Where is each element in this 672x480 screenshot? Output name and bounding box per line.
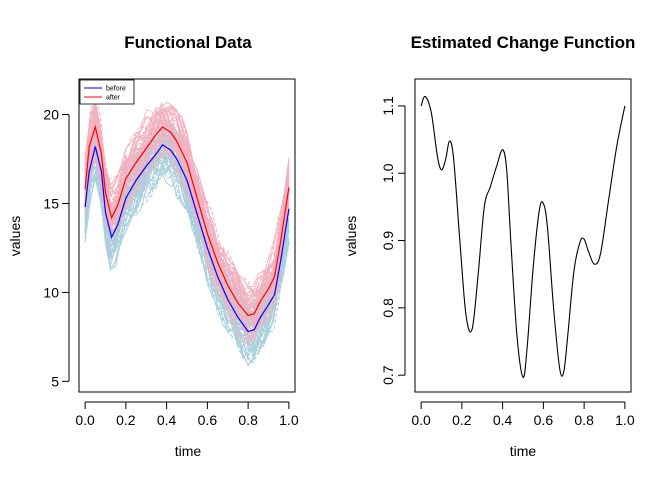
- x-axis-label: time: [510, 443, 537, 459]
- sample-curve: [84, 102, 290, 311]
- sample-curve: [84, 163, 290, 363]
- x-axis: 0.0 0.2 0.4 0.6 0.8 1.0: [75, 401, 299, 428]
- change-function-panel: Estimated Change Function 0.0 0.2 0.4 0.6 0.…: [343, 33, 635, 459]
- sample-curve: [84, 106, 290, 324]
- y-axis-label: values: [343, 216, 359, 256]
- x-axis-label: time: [175, 443, 202, 459]
- series-lines: [84, 124, 290, 333]
- chart-title: Functional Data: [124, 33, 252, 52]
- x-tick-label: 0.8: [238, 412, 258, 428]
- x-tick-label: 0.8: [574, 412, 594, 428]
- change-function-line: [420, 95, 626, 378]
- x-tick-label: 0.2: [116, 412, 136, 428]
- sample-curve: [84, 103, 290, 311]
- functional-data-panel: Functional Data 0.0 0.2 0.4 0.6 0.8 1.0 5 10 15…: [7, 33, 299, 459]
- x-tick-label: 0.4: [157, 412, 177, 428]
- x-tick-label: 0.4: [493, 412, 513, 428]
- legend-box: [79, 79, 135, 105]
- y-tick-label: 0.9: [380, 231, 396, 251]
- sample-curve: [84, 140, 290, 343]
- series-line-before: [84, 143, 290, 333]
- y-tick-label: 15: [43, 195, 59, 211]
- series-line-after: [84, 124, 290, 317]
- x-axis: 0.0 0.2 0.4 0.6 0.8 1.0: [411, 401, 635, 428]
- sample-curve: [84, 102, 290, 325]
- y-tick-label: 20: [43, 107, 59, 123]
- x-tick-label: 1.0: [615, 412, 635, 428]
- sample-curve: [84, 121, 290, 338]
- legend-label-after: after: [106, 95, 121, 102]
- x-tick-label: 0.2: [452, 412, 472, 428]
- sample-curve: [84, 151, 290, 352]
- sample-curves: [84, 92, 290, 367]
- plot-frame: [78, 78, 296, 393]
- legend-label-before: before: [106, 86, 126, 93]
- chart-title: Estimated Change Function: [411, 33, 636, 52]
- y-tick-label: 10: [43, 284, 59, 300]
- y-axis: 0.7 0.8 0.9 1.0 1.1: [380, 96, 406, 385]
- sample-curve: [84, 147, 290, 358]
- y-tick-label: 5: [51, 373, 59, 389]
- y-axis-label: values: [7, 216, 23, 256]
- y-tick-label: 1.0: [380, 163, 396, 183]
- x-tick-label: 0.0: [75, 412, 95, 428]
- y-tick-label: 1.1: [380, 96, 396, 116]
- plot-frame: [414, 78, 632, 393]
- series-lines: [420, 95, 626, 378]
- y-tick-label: 0.8: [380, 298, 396, 318]
- y-tick-label: 0.7: [380, 365, 396, 385]
- x-tick-label: 0.6: [534, 412, 554, 428]
- x-tick-label: 0.6: [198, 412, 218, 428]
- sample-curve: [84, 101, 290, 309]
- legend: before after: [79, 79, 135, 105]
- x-tick-label: 0.0: [411, 412, 431, 428]
- sample-curve: [84, 125, 290, 346]
- y-axis: 5 10 15 20: [43, 107, 70, 389]
- sample-curve: [84, 101, 290, 303]
- sample-curve: [84, 106, 290, 317]
- x-tick-label: 1.0: [279, 412, 299, 428]
- sample-curve: [84, 148, 290, 346]
